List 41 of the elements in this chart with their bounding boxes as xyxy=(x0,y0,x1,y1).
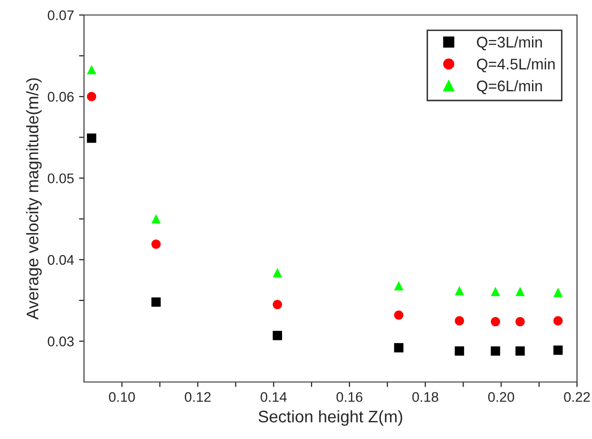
x-tick-label: 0.10 xyxy=(108,392,135,402)
point xyxy=(151,214,161,224)
legend-label: Q=6L/min xyxy=(476,80,542,94)
x-tick-label: 0.16 xyxy=(336,392,362,402)
point xyxy=(151,240,161,249)
point xyxy=(515,346,525,356)
point xyxy=(454,286,464,296)
y-tick-label: 0.03 xyxy=(48,336,74,346)
point xyxy=(86,64,96,74)
point xyxy=(151,297,161,307)
x-tick-label: 0.22 xyxy=(564,392,590,402)
point xyxy=(272,268,282,278)
point xyxy=(454,316,464,326)
point xyxy=(515,286,525,296)
point xyxy=(553,316,563,326)
y-tick-label: 0.04 xyxy=(48,255,74,265)
x-tick-label: 0.20 xyxy=(488,392,514,402)
point xyxy=(272,300,282,310)
x-tick-label: 0.14 xyxy=(260,392,287,402)
point xyxy=(394,281,404,290)
point xyxy=(553,288,563,297)
point xyxy=(515,316,525,326)
point xyxy=(490,346,500,356)
x-axis-title: Section height Z(m) xyxy=(258,410,402,426)
point xyxy=(553,346,563,355)
point xyxy=(86,92,96,102)
y-tick-label: 0.05 xyxy=(48,173,74,184)
x-tick-label: 0.18 xyxy=(412,392,438,402)
x-tick-label: 0.12 xyxy=(184,392,211,402)
y-tick-label: 0.07 xyxy=(48,10,74,20)
point xyxy=(490,286,500,296)
point xyxy=(394,343,404,352)
legend-label: Q=4.5L/min xyxy=(476,58,555,72)
legend-label: Q=3L/min xyxy=(476,36,542,50)
point xyxy=(394,310,404,320)
point xyxy=(490,316,500,326)
point xyxy=(454,346,464,356)
y-axis-title: Average velocity magnitude(m/s) xyxy=(26,78,42,320)
y-tick-label: 0.06 xyxy=(48,92,74,102)
point xyxy=(86,133,96,143)
point xyxy=(272,330,282,340)
